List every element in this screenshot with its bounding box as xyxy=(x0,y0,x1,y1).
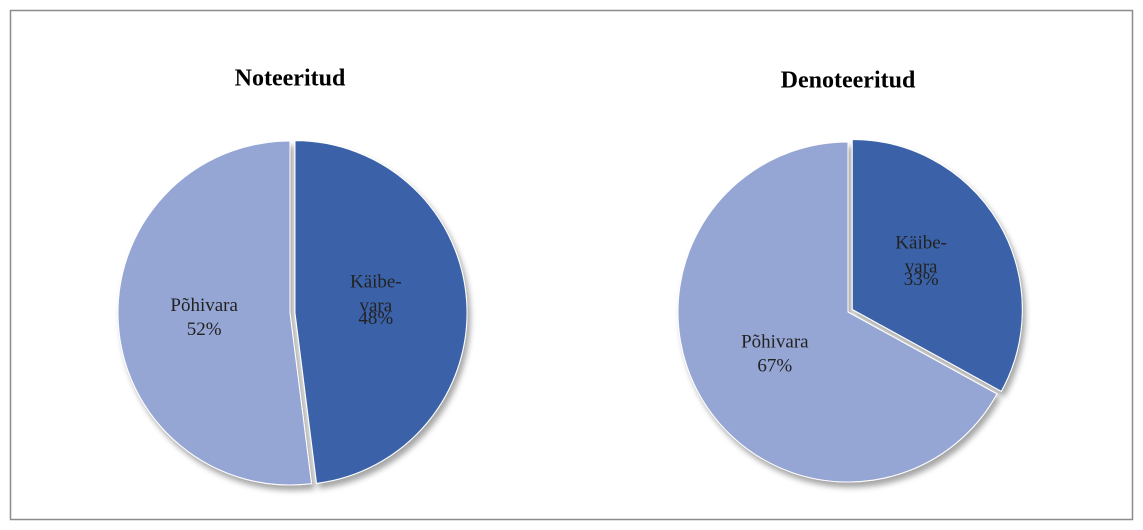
pie-slice xyxy=(851,138,1023,393)
pie-slice xyxy=(294,140,468,484)
chart-title: Noteeritud xyxy=(235,66,346,92)
slice-label: Põhivara xyxy=(170,295,238,316)
slice-value: 48% xyxy=(358,308,393,329)
slice-label: Käibe-vara xyxy=(895,233,947,278)
slice-label: Põhivara xyxy=(741,332,809,353)
pie-slice xyxy=(677,141,998,483)
slice-label: Käibe-vara xyxy=(350,272,402,317)
pie xyxy=(117,140,468,486)
slice-value: 52% xyxy=(187,319,222,340)
pie xyxy=(677,138,1023,483)
slice-value: 67% xyxy=(757,356,792,377)
slice-value: 33% xyxy=(904,269,939,290)
pie-slice xyxy=(117,140,313,486)
chart-title: Denoteeritud xyxy=(781,68,916,94)
